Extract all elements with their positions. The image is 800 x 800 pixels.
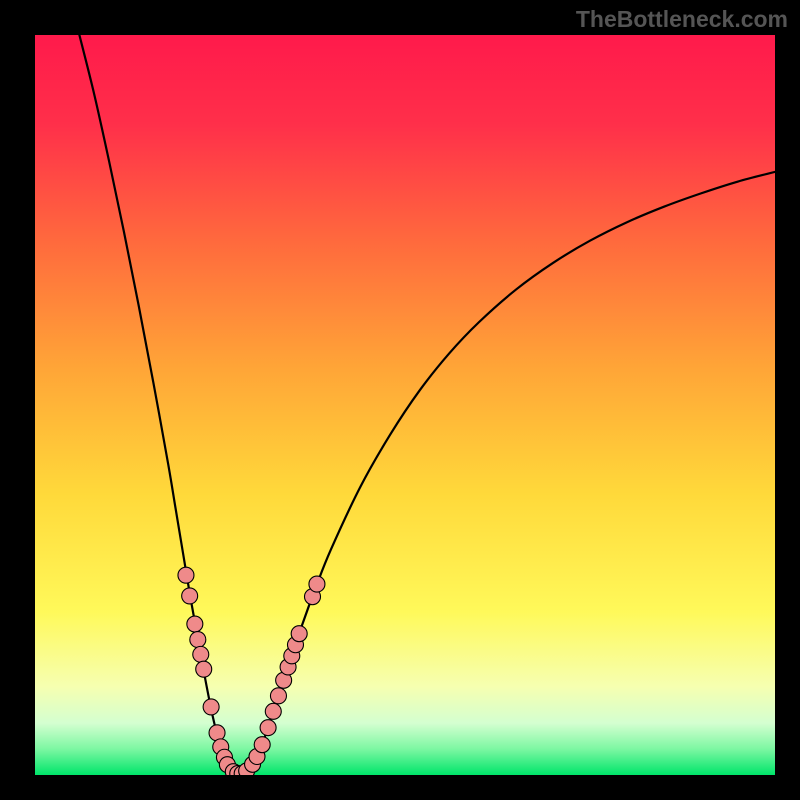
curve-marker [182, 588, 198, 604]
curve-marker [196, 661, 212, 677]
marker-group [178, 567, 325, 775]
curve-marker [187, 616, 203, 632]
bottleneck-curve [79, 35, 775, 774]
curve-marker [254, 737, 270, 753]
curve-marker [178, 567, 194, 583]
curve-marker [260, 720, 276, 736]
curve-marker [193, 646, 209, 662]
curve-marker [270, 688, 286, 704]
curve-marker [209, 725, 225, 741]
chart-canvas: TheBottleneck.com [0, 0, 800, 800]
curve-marker [291, 626, 307, 642]
curve-marker [265, 703, 281, 719]
curve-marker [309, 576, 325, 592]
curve-marker [190, 632, 206, 648]
plot-area [35, 35, 775, 775]
curve-marker [203, 699, 219, 715]
watermark-text: TheBottleneck.com [576, 6, 788, 33]
curve-layer [35, 35, 775, 775]
